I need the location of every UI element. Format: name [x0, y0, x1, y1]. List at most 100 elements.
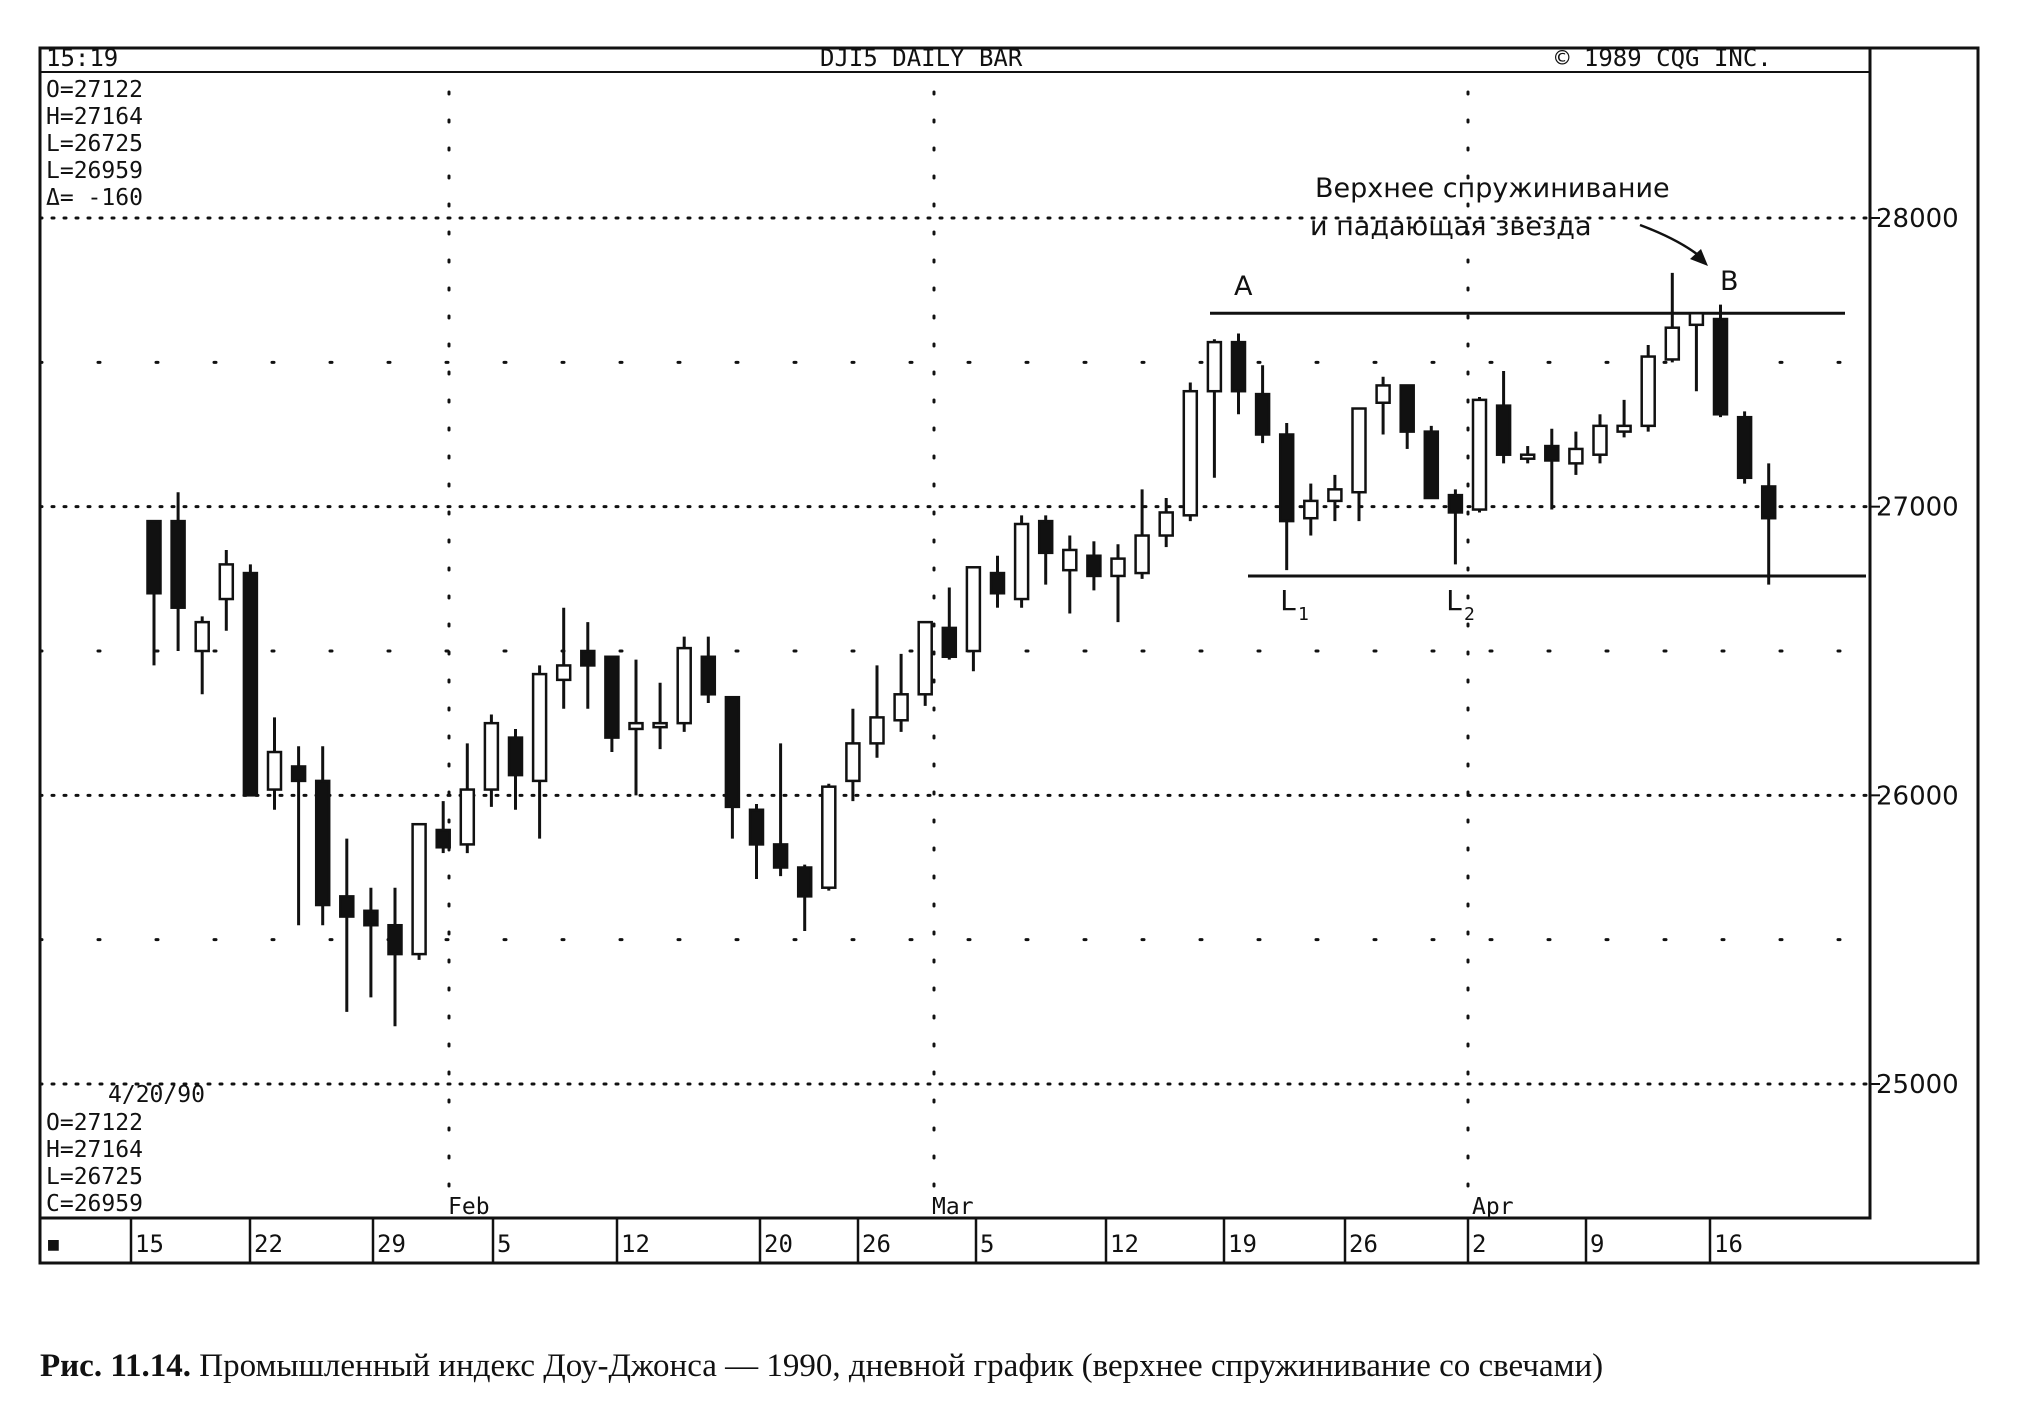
- x-tick-label: 19: [1228, 1230, 1257, 1258]
- grid: [38, 90, 1872, 1210]
- candle-body-bearish: [387, 923, 403, 956]
- candle-body-bullish: [1351, 407, 1367, 494]
- candle-body-bullish: [411, 822, 427, 956]
- readout-date: 4/20/90: [108, 1082, 205, 1108]
- x-tick-label: 29: [377, 1230, 406, 1258]
- candle-body-bearish: [724, 695, 741, 809]
- label-l2: L: [1446, 584, 1463, 617]
- outer-frame: [38, 46, 1980, 1265]
- candle-body-bullish: [1182, 389, 1199, 517]
- readout-bottom-line: L=26725: [46, 1164, 143, 1190]
- candle-body-bearish: [146, 519, 162, 595]
- candle-body-bearish: [1399, 384, 1415, 433]
- candle-body-bearish: [290, 765, 307, 783]
- candle-body-bearish: [1423, 430, 1440, 500]
- x-tick-label: 15: [135, 1230, 164, 1258]
- caption-prefix: Рис. 11.14.: [40, 1348, 191, 1384]
- x-tick-label: 26: [1349, 1230, 1378, 1258]
- x-tick-label: 5: [980, 1230, 994, 1258]
- readout-bottom-line: C=26959: [46, 1191, 143, 1217]
- candle-body-bearish: [1447, 493, 1464, 514]
- annotation-arrow: [1639, 223, 1703, 259]
- label-l1: L: [1280, 584, 1297, 617]
- candle-body-bullish: [628, 721, 644, 731]
- x-tick-label: 26: [862, 1230, 891, 1258]
- readout-top-line: L=26959: [46, 158, 143, 184]
- y-tick-label: 27000: [1876, 493, 1959, 523]
- label-l2-subscript: 2: [1464, 604, 1475, 625]
- candle-body-bullish: [555, 664, 572, 682]
- y-tick-label: 25000: [1876, 1070, 1959, 1100]
- candles: [146, 272, 1777, 1027]
- candle-body-bearish: [772, 843, 789, 869]
- label-b: B: [1720, 266, 1739, 297]
- candle-body-bearish: [1760, 485, 1777, 520]
- candle-body-bearish: [1736, 415, 1753, 480]
- month-label: Feb: [448, 1194, 490, 1220]
- candle-body-bullish: [652, 721, 668, 729]
- arrow-head: [1690, 249, 1708, 266]
- y-tick-label: 26000: [1876, 781, 1959, 811]
- candle-body-bearish: [748, 808, 765, 846]
- candle-body-bullish: [821, 785, 837, 889]
- y-axis-labels: 25000 26000 27000 28000: [1870, 204, 1959, 1100]
- annotation: Верхнее спружинивание и падающая звезда: [1310, 173, 1670, 242]
- readout-top: O=27122 H=27164 L=26725 L=26959 Δ= -160: [46, 77, 143, 211]
- candle-body-bearish: [1495, 404, 1512, 456]
- x-tick-label: 5: [497, 1230, 511, 1258]
- readout-top-line: L=26725: [46, 131, 143, 157]
- annotation-line-1: Верхнее спружинивание: [1315, 173, 1670, 204]
- readout-top-line: O=27122: [46, 77, 143, 103]
- candle-body-bearish: [700, 655, 717, 696]
- header-copyright: © 1989 CQG INC.: [1555, 44, 1772, 72]
- x-tick-label: 2: [1472, 1230, 1486, 1258]
- candle-body-bearish: [1544, 444, 1560, 462]
- candle-body-bearish: [1254, 392, 1271, 436]
- candle-body-bearish: [363, 909, 379, 927]
- candle-body-bullish: [1592, 424, 1608, 456]
- readout-bottom-line: H=27164: [46, 1137, 143, 1163]
- candle-body-bearish: [242, 571, 259, 797]
- candle-body-bearish: [1278, 433, 1295, 523]
- candle-body-bearish: [941, 626, 958, 659]
- candle-body-bullish: [845, 742, 861, 783]
- readout-top-line: Δ= -160: [46, 185, 143, 211]
- candle-body-bullish: [1013, 522, 1030, 601]
- x-tick-label: 20: [764, 1230, 793, 1258]
- candle-body-bullish: [869, 716, 885, 745]
- candle-body-bullish: [1640, 355, 1656, 428]
- figure-caption: Рис. 11.14. Промышленный индекс Доу-Джон…: [40, 1348, 1603, 1385]
- candle-body-bearish: [796, 866, 813, 898]
- label-a: A: [1234, 271, 1253, 302]
- candle-body-bullish: [1568, 447, 1584, 465]
- candle-body-bullish: [1206, 340, 1223, 393]
- candle-body-bullish: [459, 788, 476, 846]
- candle-body-bearish: [170, 519, 186, 609]
- footer-marker-icon: ■: [48, 1234, 59, 1255]
- candle-body-bearish: [1230, 340, 1247, 393]
- candle-body-bearish: [1712, 317, 1729, 416]
- candle-body-bearish: [1037, 519, 1054, 555]
- x-axis-labels: 15 22 29 5 12 20 26 5 12 19 26 2 9 16: [129, 1218, 1743, 1263]
- candle-body-bearish: [507, 736, 524, 777]
- candle-body-bullish: [676, 646, 692, 725]
- x-tick-label: 12: [621, 1230, 650, 1258]
- candle-body-bullish: [194, 620, 210, 653]
- candle-body-bearish: [1086, 554, 1102, 578]
- x-tick-label: 22: [254, 1230, 283, 1258]
- candle-body-bullish: [1519, 453, 1536, 460]
- candle-body-bullish: [1375, 384, 1391, 404]
- candle-body-bullish: [1471, 398, 1488, 511]
- y-tick-label: 28000: [1876, 204, 1959, 234]
- candle-body-bullish: [483, 721, 500, 791]
- candle-body-bearish: [989, 571, 1006, 595]
- month-labels: Feb Mar Apr: [448, 1194, 1514, 1220]
- candle-body-bullish: [1688, 312, 1705, 327]
- candle-body-bullish: [1134, 534, 1150, 575]
- annotation-line-2: и падающая звезда: [1310, 211, 1592, 242]
- candle-body-bearish: [435, 828, 451, 849]
- candle-body-bullish: [1158, 511, 1174, 537]
- candle-body-bullish: [1303, 499, 1319, 520]
- label-l1-subscript: 1: [1298, 604, 1309, 625]
